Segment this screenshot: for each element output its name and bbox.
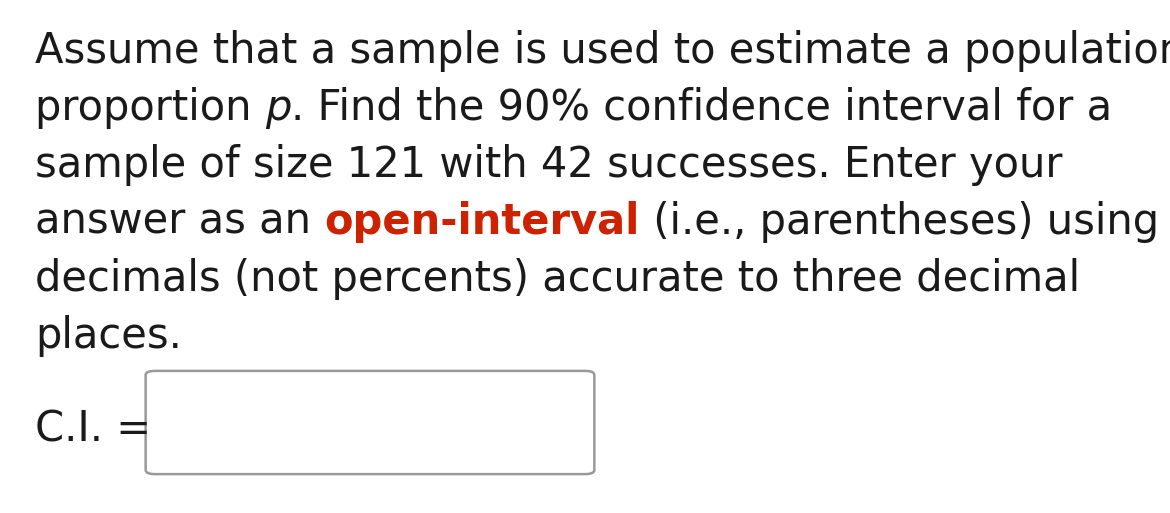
Text: Assume that a sample is used to estimate a population: Assume that a sample is used to estimate… — [35, 30, 1170, 72]
Text: decimals (not percents) accurate to three decimal: decimals (not percents) accurate to thre… — [35, 258, 1080, 300]
Text: (i.e., parentheses) using: (i.e., parentheses) using — [640, 201, 1158, 243]
Text: p: p — [264, 87, 291, 129]
Text: open-interval: open-interval — [324, 201, 640, 243]
Text: places.: places. — [35, 315, 181, 357]
Text: proportion: proportion — [35, 87, 264, 129]
Text: . Find the 90% confidence interval for a: . Find the 90% confidence interval for a — [291, 87, 1113, 129]
Text: sample of size 121 with 42 successes. Enter your: sample of size 121 with 42 successes. En… — [35, 144, 1062, 186]
Text: C.I. =: C.I. = — [35, 409, 151, 451]
Text: answer as an: answer as an — [35, 201, 324, 243]
